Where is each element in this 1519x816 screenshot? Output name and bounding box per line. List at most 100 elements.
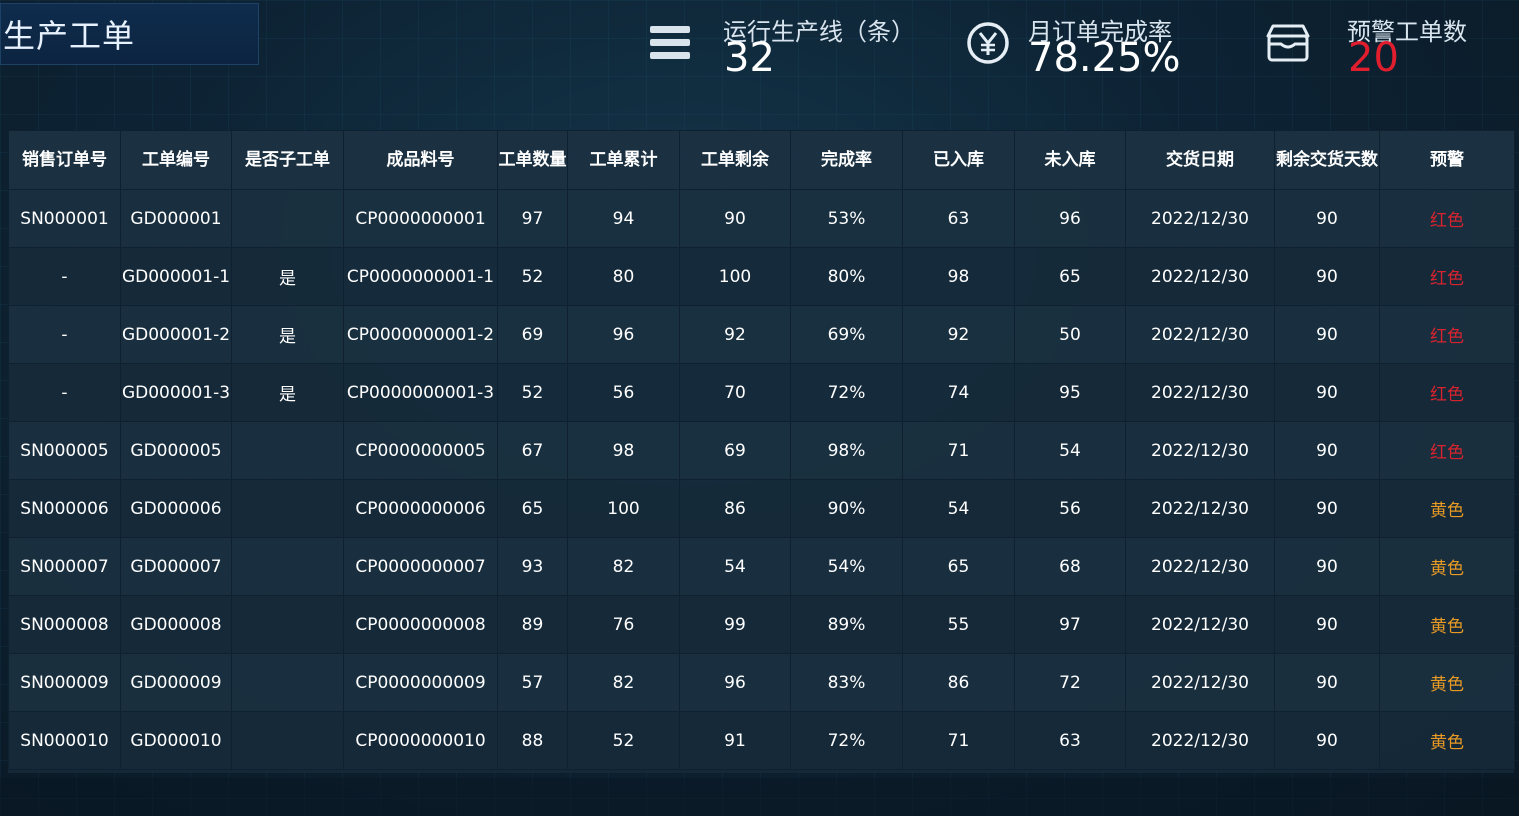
- cell-work-order: GD000006: [120, 479, 232, 538]
- cell-unstocked: 68: [1014, 537, 1126, 596]
- cell-warning: 红色: [1379, 189, 1515, 248]
- cell-delivery-date: 2022/12/30: [1125, 247, 1275, 306]
- cell-work-order: GD000008: [120, 595, 232, 654]
- cell-is-sub-order: 是: [231, 363, 344, 422]
- stat-completion-rate: 月订单完成率 78.25%: [965, 10, 1185, 80]
- cell-stocked: 86: [902, 653, 1015, 712]
- cell-completion-rate: 83%: [790, 653, 903, 712]
- cell-quantity: 88: [497, 711, 568, 770]
- cell-work-order: GD000009: [120, 653, 232, 712]
- cell-completion-rate: 72%: [790, 711, 903, 770]
- cell-delivery-date: 2022/12/30: [1125, 595, 1275, 654]
- cell-cumulative: 100: [567, 479, 680, 538]
- table-row[interactable]: - GD000001-3 是 CP0000000001-3 52 56 70 72% 74 95 2…: [8, 363, 1515, 422]
- cell-remaining: 86: [679, 479, 791, 538]
- cell-delivery-date: 2022/12/30: [1125, 537, 1275, 596]
- cell-stocked: 71: [902, 421, 1015, 480]
- cell-completion-rate: 80%: [790, 247, 903, 306]
- cell-remaining: 70: [679, 363, 791, 422]
- column-header-sales-order: 销售订单号: [8, 130, 121, 190]
- cell-unstocked: 97: [1014, 595, 1126, 654]
- cell-stocked: 71: [902, 711, 1015, 770]
- cell-remaining: 100: [679, 247, 791, 306]
- cell-unstocked: 65: [1014, 247, 1126, 306]
- cell-cumulative: 56: [567, 363, 680, 422]
- stat-warning-orders: 预警工单数 20: [1265, 10, 1505, 80]
- cell-work-order: GD000001-2: [120, 305, 232, 364]
- cell-product-code: CP0000000001-2: [343, 305, 498, 364]
- cell-product-code: CP0000000001-3: [343, 363, 498, 422]
- cell-completion-rate: 72%: [790, 363, 903, 422]
- cell-remaining: 96: [679, 653, 791, 712]
- cell-product-code: CP0000000010: [343, 711, 498, 770]
- cell-quantity: 97: [497, 189, 568, 248]
- cell-remaining: 54: [679, 537, 791, 596]
- cell-cumulative: 96: [567, 305, 680, 364]
- cell-unstocked: 96: [1014, 189, 1126, 248]
- table-row[interactable]: SN000007 GD000007 CP0000000007 93 82 54 54% 65 6…: [8, 537, 1515, 596]
- cell-remaining: 69: [679, 421, 791, 480]
- cell-warning: 黄色: [1379, 711, 1515, 770]
- stat-warning-label: 预警工单数: [1347, 18, 1467, 46]
- cell-days-left: 90: [1274, 479, 1380, 538]
- table-row[interactable]: SN000001 GD000001 CP0000000001 97 94 90 53% 63 9…: [8, 189, 1515, 248]
- cell-quantity: 52: [497, 363, 568, 422]
- cell-stocked: 63: [902, 189, 1015, 248]
- cell-work-order: GD000001-3: [120, 363, 232, 422]
- cell-delivery-date: 2022/12/30: [1125, 363, 1275, 422]
- cell-product-code: CP0000000005: [343, 421, 498, 480]
- column-header-product-code: 成品料号: [343, 130, 498, 190]
- cell-unstocked: 95: [1014, 363, 1126, 422]
- cell-is-sub-order: [231, 711, 344, 770]
- cell-product-code: CP0000000009: [343, 653, 498, 712]
- column-header-quantity: 工单数量: [497, 130, 568, 190]
- cell-quantity: 93: [497, 537, 568, 596]
- cell-quantity: 69: [497, 305, 568, 364]
- cell-cumulative: 52: [567, 711, 680, 770]
- column-header-days-left: 剩余交货天数: [1274, 130, 1380, 190]
- cell-product-code: CP0000000008: [343, 595, 498, 654]
- table-row[interactable]: SN000006 GD000006 CP0000000006 65 100 86 90% 54…: [8, 479, 1515, 538]
- table-row[interactable]: SN000009 GD000009 CP0000000009 57 82 96 83% 86 7…: [8, 653, 1515, 712]
- cell-sales-order: SN000001: [8, 189, 121, 248]
- cell-sales-order: SN000008: [8, 595, 121, 654]
- work-order-table-container: 销售订单号 工单编号 是否子工单 成品料号 工单数量 工单累计 工单剩余 完成率 已入库 未入库交…: [8, 130, 1515, 773]
- cell-cumulative: 98: [567, 421, 680, 480]
- cell-stocked: 55: [902, 595, 1015, 654]
- cell-days-left: 90: [1274, 711, 1380, 770]
- cell-product-code: CP0000000006: [343, 479, 498, 538]
- cell-is-sub-order: [231, 537, 344, 596]
- stat-running-lines-value: 32: [724, 35, 775, 81]
- cell-warning: 红色: [1379, 247, 1515, 306]
- cell-warning: 红色: [1379, 421, 1515, 480]
- cell-days-left: 90: [1274, 595, 1380, 654]
- cell-completion-rate: 53%: [790, 189, 903, 248]
- yen-icon: [965, 20, 1011, 70]
- stat-running-lines: 运行生产线（条） 32: [648, 10, 915, 81]
- cell-warning: 黄色: [1379, 479, 1515, 538]
- cell-unstocked: 50: [1014, 305, 1126, 364]
- table-row[interactable]: SN000008 GD000008 CP0000000008 89 76 99 89% 55 9…: [8, 595, 1515, 654]
- cell-sales-order: -: [8, 363, 121, 422]
- cell-warning: 黄色: [1379, 653, 1515, 712]
- cell-delivery-date: 2022/12/30: [1125, 189, 1275, 248]
- cell-stocked: 92: [902, 305, 1015, 364]
- cell-cumulative: 94: [567, 189, 680, 248]
- table-row[interactable]: SN000010 GD000010 CP0000000010 88 52 91 72% 71 6…: [8, 711, 1515, 770]
- page-title-box: 生产工单: [0, 3, 259, 65]
- cell-days-left: 90: [1274, 363, 1380, 422]
- table-row[interactable]: - GD000001-2 是 CP0000000001-2 69 96 92 69% 92 50 2…: [8, 305, 1515, 364]
- cell-is-sub-order: [231, 479, 344, 538]
- cell-unstocked: 72: [1014, 653, 1126, 712]
- cell-is-sub-order: 是: [231, 305, 344, 364]
- table-row[interactable]: - GD000001-1 是 CP0000000001-1 52 80 100 80% 98 65…: [8, 247, 1515, 306]
- table-row[interactable]: SN000005 GD000005 CP0000000005 67 98 69 98% 71 5…: [8, 421, 1515, 480]
- cell-work-order: GD000001: [120, 189, 232, 248]
- cell-sales-order: SN000009: [8, 653, 121, 712]
- cell-completion-rate: 89%: [790, 595, 903, 654]
- cell-work-order: GD000005: [120, 421, 232, 480]
- cell-stocked: 65: [902, 537, 1015, 596]
- cell-cumulative: 82: [567, 537, 680, 596]
- cell-sales-order: SN000005: [8, 421, 121, 480]
